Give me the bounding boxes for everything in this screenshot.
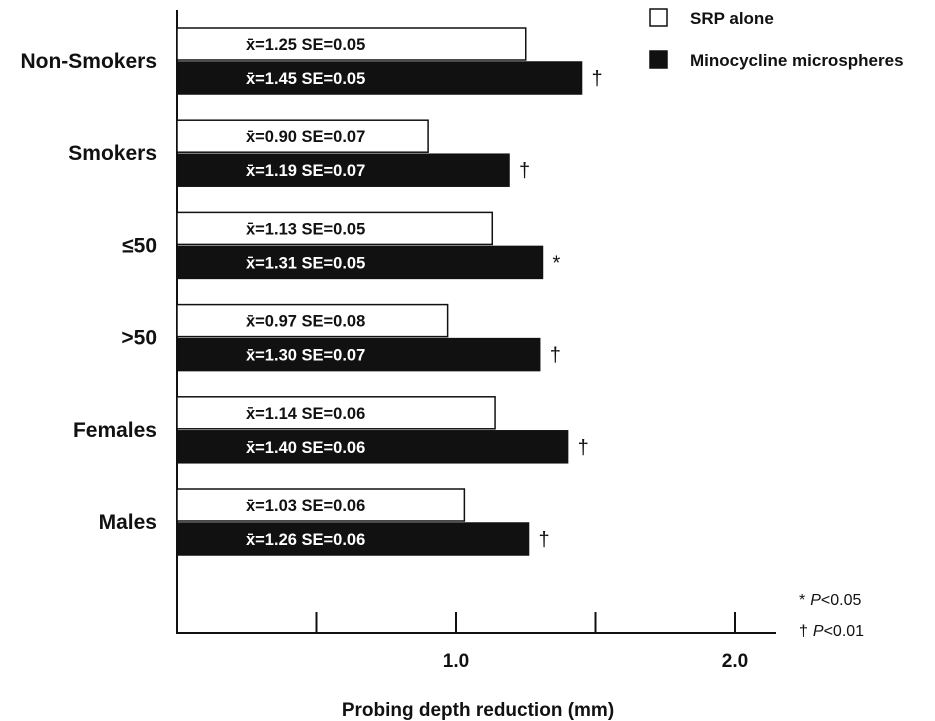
legend-swatch-minocycline (649, 50, 668, 69)
bar-srp-3 (176, 303, 449, 338)
significance-mark-1: † (519, 160, 530, 182)
bar-srp-4 (176, 396, 496, 430)
bar-srp-5 (176, 488, 466, 522)
footnotes: * P<0.05 † P<0.01 (799, 592, 864, 640)
legend-label-minocycline: Minocycline microspheres (690, 51, 904, 70)
significance-mark-5: † (539, 529, 550, 551)
bar-srp-2 (176, 211, 494, 246)
bar-value-label-minocycline-0: x̄=1.45 SE=0.05 (246, 70, 365, 88)
x-tick-label-1: 1.0 (443, 651, 469, 672)
x-axis-title: Probing depth reduction (mm) (342, 700, 614, 721)
category-label-1: Smokers (68, 142, 157, 165)
significance-mark-3: † (550, 345, 561, 367)
bar-minocycline-3 (176, 337, 541, 372)
category-label-0: Non-Smokers (20, 50, 157, 73)
footnote-p001: † P<0.01 (799, 623, 864, 640)
significance-mark-2: * (552, 252, 560, 274)
bar-minocycline-4 (176, 430, 569, 464)
x-axis-ticks: 1.0 2.0 (315, 612, 748, 672)
category-label-3: >50 (121, 327, 157, 350)
bar-value-label-minocycline-3: x̄=1.30 SE=0.07 (246, 347, 365, 365)
footnote-value-2: <0.01 (824, 623, 865, 640)
bar-value-label-minocycline-1: x̄=1.19 SE=0.07 (246, 162, 365, 180)
category-label-5: Males (99, 511, 157, 534)
legend: SRP alone Minocycline microspheres (649, 8, 904, 70)
category-labels: Non-Smokers Smokers ≤50 >50 Females Males (20, 50, 157, 534)
category-label-2: ≤50 (122, 234, 157, 257)
legend-label-srp: SRP alone (690, 9, 774, 28)
bar-minocycline-5 (176, 522, 530, 556)
bar-value-label-srp-1: x̄=0.90 SE=0.07 (246, 128, 365, 146)
bar-value-label-srp-3: x̄=0.97 SE=0.08 (246, 313, 365, 331)
footnote-p-label-1: P (810, 592, 821, 609)
footnote-value-1: <0.05 (821, 592, 862, 609)
x-tick-label-3: 2.0 (722, 651, 748, 672)
bar-value-label-srp-0: x̄=1.25 SE=0.05 (246, 36, 365, 54)
bar-minocycline-2 (176, 245, 544, 280)
bar-value-label-srp-2: x̄=1.13 SE=0.05 (246, 220, 365, 238)
bar-minocycline-0 (176, 61, 583, 95)
significance-mark-4: † (578, 437, 589, 459)
bars-group: x̄=1.25 SE=0.05 x̄=1.45 SE=0.05 † x̄=0.90 S… (176, 27, 603, 556)
category-label-4: Females (73, 419, 157, 442)
footnote-p-label-2: P (813, 623, 824, 640)
bar-value-label-srp-4: x̄=1.14 SE=0.06 (246, 405, 365, 423)
legend-swatch-srp (649, 8, 668, 27)
bar-value-label-minocycline-5: x̄=1.26 SE=0.06 (246, 531, 365, 549)
footnote-symbol-1: * (799, 592, 805, 609)
footnote-symbol-2: † (799, 623, 808, 640)
bar-value-label-minocycline-2: x̄=1.31 SE=0.05 (246, 254, 365, 272)
bar-srp-0 (176, 27, 527, 61)
bar-value-label-srp-5: x̄=1.03 SE=0.06 (246, 497, 365, 515)
significance-mark-0: † (592, 68, 603, 90)
bar-minocycline-1 (176, 153, 510, 187)
bar-value-label-minocycline-4: x̄=1.40 SE=0.06 (246, 439, 365, 457)
bar-srp-1 (176, 119, 429, 153)
footnote-p005: * P<0.05 (799, 592, 861, 609)
